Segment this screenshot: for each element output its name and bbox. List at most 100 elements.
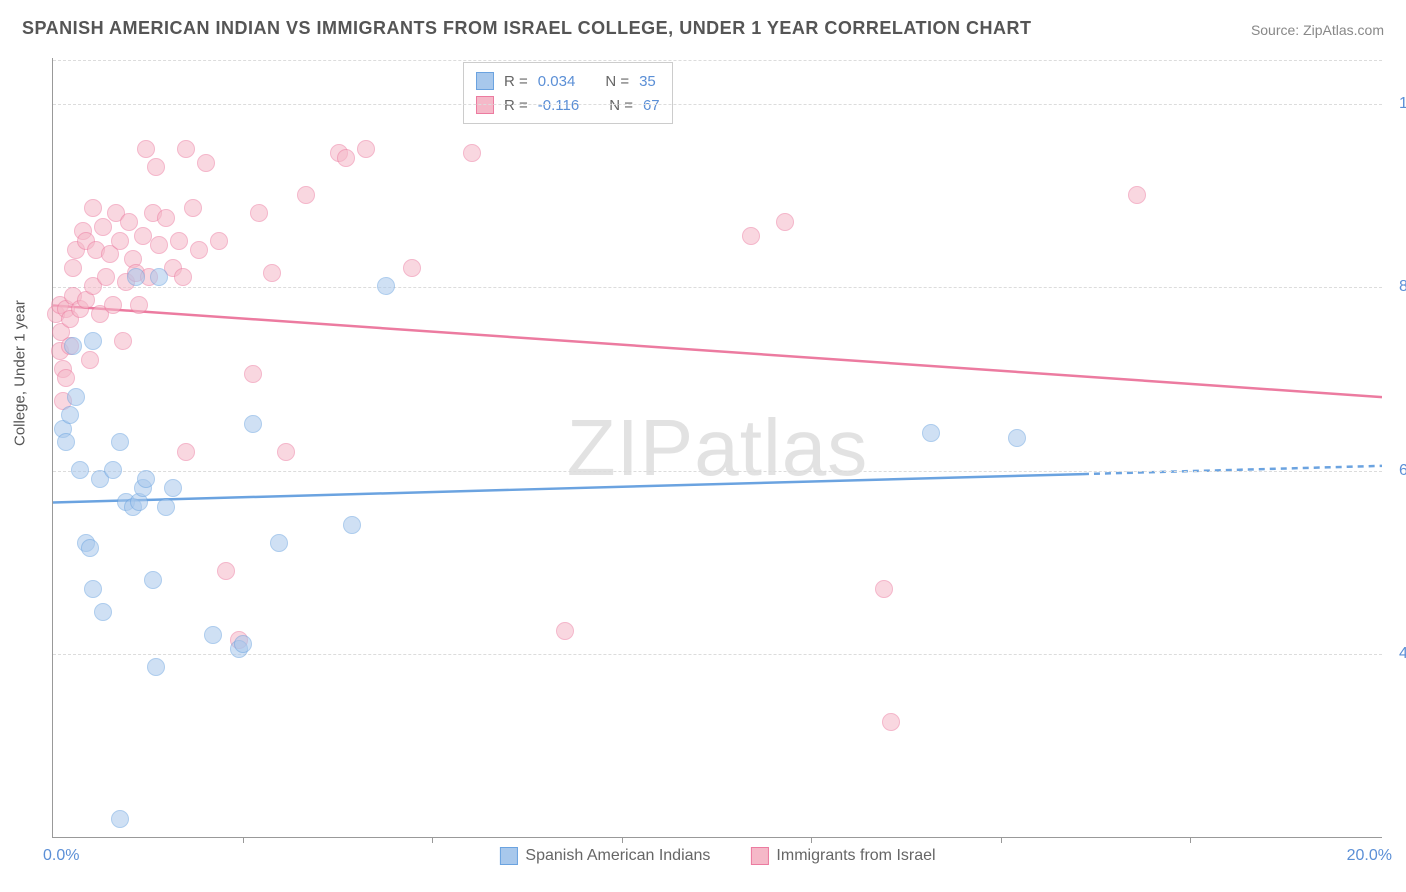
data-point [94, 218, 112, 236]
data-point [244, 415, 262, 433]
data-point [104, 461, 122, 479]
data-point [343, 516, 361, 534]
gridline [53, 471, 1382, 472]
x-tick [243, 837, 244, 843]
data-point [84, 580, 102, 598]
swatch-b2 [750, 847, 768, 865]
data-point [81, 539, 99, 557]
data-point [377, 277, 395, 295]
data-point [57, 369, 75, 387]
r-label: R = [504, 97, 528, 114]
y-tick-label: 40.0% [1387, 645, 1406, 663]
source-attribution: Source: ZipAtlas.com [1251, 22, 1384, 38]
data-point [157, 498, 175, 516]
data-point [67, 388, 85, 406]
data-point [190, 241, 208, 259]
data-point [111, 232, 129, 250]
watermark-thin: atlas [694, 403, 868, 492]
data-point [177, 140, 195, 158]
data-point [71, 461, 89, 479]
data-point [150, 268, 168, 286]
n-label: N = [609, 97, 633, 114]
data-point [742, 227, 760, 245]
source-link[interactable]: ZipAtlas.com [1303, 22, 1384, 38]
data-point [84, 332, 102, 350]
r-value-b: -0.116 [538, 97, 579, 114]
legend-item-a: Spanish American Indians [499, 847, 710, 865]
data-point [210, 232, 228, 250]
data-point [204, 626, 222, 644]
data-point [164, 479, 182, 497]
watermark: ZIPatlas [567, 402, 868, 494]
watermark-bold: ZIP [567, 403, 694, 492]
data-point [875, 580, 893, 598]
data-point [1008, 429, 1026, 447]
data-point [81, 351, 99, 369]
data-point [97, 268, 115, 286]
data-point [61, 406, 79, 424]
y-tick-label: 60.0% [1387, 462, 1406, 480]
data-point [94, 603, 112, 621]
data-point [137, 470, 155, 488]
data-point [147, 658, 165, 676]
data-point [297, 186, 315, 204]
data-point [134, 227, 152, 245]
data-point [184, 199, 202, 217]
data-point [174, 268, 192, 286]
x-tick-max: 20.0% [1347, 847, 1392, 865]
data-point [130, 296, 148, 314]
data-point [144, 571, 162, 589]
data-point [137, 140, 155, 158]
data-point [197, 154, 215, 172]
n-value-b: 67 [643, 97, 660, 114]
swatch-b [476, 96, 494, 114]
data-point [64, 259, 82, 277]
x-tick [622, 837, 623, 843]
trend-lines [53, 58, 1382, 837]
gridline [53, 60, 1382, 61]
data-point [177, 443, 195, 461]
data-point [1128, 186, 1146, 204]
data-point [127, 268, 145, 286]
legend-item-b: Immigrants from Israel [750, 847, 935, 865]
plot-area: ZIPatlas R = 0.034 N = 35 R = -0.116 N =… [52, 58, 1382, 838]
data-point [277, 443, 295, 461]
data-point [114, 332, 132, 350]
stats-row-b: R = -0.116 N = 67 [476, 93, 660, 117]
swatch-a2 [499, 847, 517, 865]
data-point [147, 158, 165, 176]
data-point [357, 140, 375, 158]
data-point [463, 144, 481, 162]
n-value-a: 35 [639, 73, 656, 90]
legend-label-b: Immigrants from Israel [776, 847, 935, 865]
x-tick [1190, 837, 1191, 843]
data-point [234, 635, 252, 653]
series-legend: Spanish American Indians Immigrants from… [499, 847, 935, 865]
data-point [111, 810, 129, 828]
gridline [53, 654, 1382, 655]
x-tick [811, 837, 812, 843]
y-tick-label: 100.0% [1387, 95, 1406, 113]
data-point [64, 337, 82, 355]
stats-legend: R = 0.034 N = 35 R = -0.116 N = 67 [463, 62, 673, 124]
data-point [111, 433, 129, 451]
y-axis-label: College, Under 1 year [12, 300, 29, 446]
data-point [250, 204, 268, 222]
data-point [263, 264, 281, 282]
swatch-a [476, 72, 494, 90]
x-tick [1001, 837, 1002, 843]
legend-label-a: Spanish American Indians [525, 847, 710, 865]
gridline [53, 287, 1382, 288]
x-tick [432, 837, 433, 843]
data-point [104, 296, 122, 314]
data-point [922, 424, 940, 442]
data-point [337, 149, 355, 167]
data-point [403, 259, 421, 277]
data-point [170, 232, 188, 250]
source-prefix: Source: [1251, 22, 1303, 38]
data-point [882, 713, 900, 731]
chart-title: SPANISH AMERICAN INDIAN VS IMMIGRANTS FR… [22, 18, 1032, 39]
data-point [57, 433, 75, 451]
stats-row-a: R = 0.034 N = 35 [476, 69, 660, 93]
data-point [556, 622, 574, 640]
